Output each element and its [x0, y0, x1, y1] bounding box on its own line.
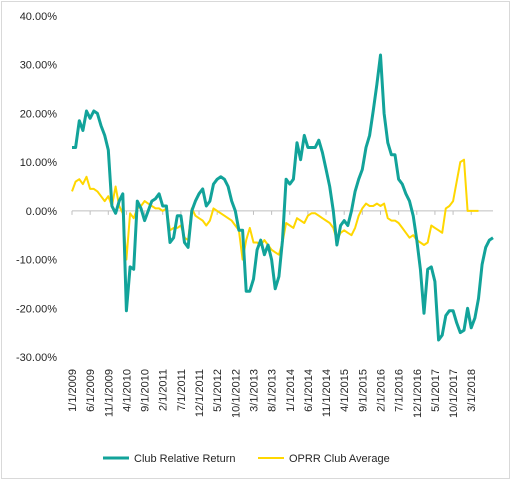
series-lines: [71, 53, 494, 342]
x-tick-label: 10/1/2017: [448, 369, 460, 418]
x-tick-label: 1/1/2014: [285, 369, 297, 412]
y-tick-label: -30.00%: [16, 352, 57, 364]
y-tick-label: 10.00%: [20, 157, 58, 169]
y-tick-label: -20.00%: [16, 303, 57, 315]
x-tick-label: 4/1/2010: [121, 369, 133, 412]
legend-item-oprr-club-average-label: OPRR Club Average: [289, 453, 390, 465]
y-tick-label: 0.00%: [26, 206, 57, 218]
x-tick-label: 11/1/2014: [321, 369, 333, 417]
x-tick-label: 2/1/2016: [375, 369, 387, 412]
x-tick-label: 9/1/2015: [357, 369, 369, 412]
series-line-club-relative-return: [72, 53, 494, 342]
x-tick-label: 7/1/2011: [176, 369, 188, 411]
legend-item-club-relative-return-label: Club Relative Return: [134, 453, 236, 465]
x-tick-label: 2/1/2011: [158, 369, 170, 411]
x-tick-label: 5/1/2017: [430, 369, 442, 412]
x-tick-label: 6/1/2014: [303, 369, 315, 412]
x-tick-label: 5/1/2012: [212, 369, 224, 412]
x-tick-label: 3/1/2013: [248, 369, 260, 412]
x-tick-label: 12/1/2016: [412, 369, 424, 418]
x-tick-label: 6/1/2009: [85, 369, 97, 412]
x-tick-label: 11/1/2009: [103, 369, 115, 417]
y-tick-label: 20.00%: [20, 108, 58, 120]
x-tick-label: 10/1/2012: [230, 369, 242, 418]
y-tick-label: 30.00%: [20, 60, 58, 72]
y-axis-tick-labels: 40.00% 30.00% 20.00% 10.00% 0.00% -10.00% -20.…: [16, 11, 57, 364]
x-tick-label: 12/1/2011: [194, 369, 206, 417]
x-tick-label: 1/1/2009: [67, 369, 79, 412]
legend: Club Relative Return OPRR Club Average: [103, 453, 390, 465]
y-tick-label: 40.00%: [20, 11, 58, 23]
x-tick-label: 4/1/2015: [339, 369, 351, 412]
x-tick-label: 8/1/2013: [267, 369, 279, 412]
x-tick-label: 3/1/2018: [466, 369, 478, 412]
y-tick-label: -10.00%: [16, 255, 57, 267]
x-tick-label: 9/1/2010: [140, 369, 152, 412]
x-tick-label: 7/1/2016: [394, 369, 406, 412]
x-axis-tick-labels: 1/1/2009 6/1/2009 11/1/2009 4/1/2010 9/1/201…: [67, 369, 478, 418]
